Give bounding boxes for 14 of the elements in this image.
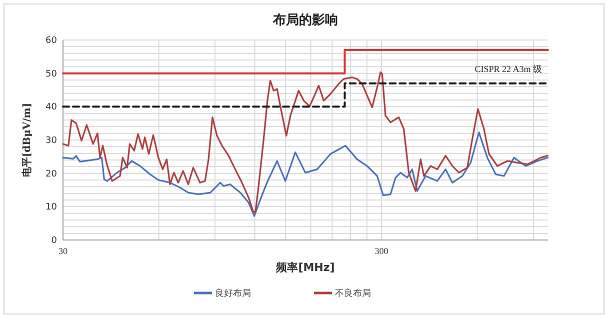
y-tick-label: 60 (46, 36, 58, 46)
y-axis-title: 电平[dBμV/m] (21, 102, 33, 178)
y-tick-label: 20 (46, 169, 58, 180)
y-tick-label: 40 (46, 102, 58, 113)
annotation: CISPR 22 A3m 级 (474, 64, 542, 74)
legend-label: 不良布局 (335, 288, 371, 299)
chart-title: 布局的影响 (272, 13, 338, 28)
legend-label: 良好布局 (215, 288, 251, 299)
y-tick-label: 10 (46, 202, 58, 213)
y-tick-label: 30 (46, 136, 58, 146)
y-tick-label: 0 (51, 236, 58, 246)
y-tick-label: 50 (46, 69, 58, 80)
x-tick-label: 300 (374, 246, 389, 256)
x-axis-title: 频率[MHz] (275, 261, 335, 274)
